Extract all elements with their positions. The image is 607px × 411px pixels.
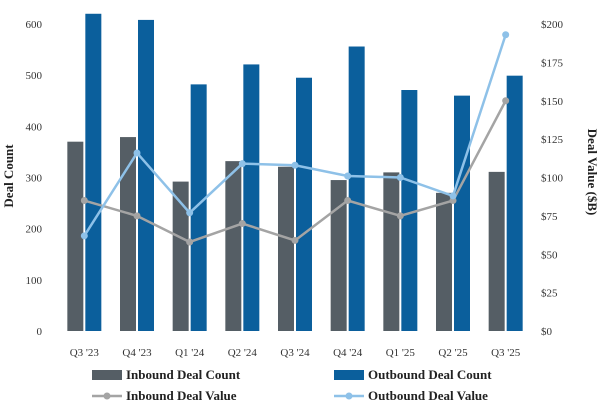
lines-layer <box>80 31 510 246</box>
bar-outbound-deal-count <box>296 77 312 331</box>
bar-inbound-deal-count <box>383 172 400 331</box>
y2-tick-label: $0 <box>541 326 553 338</box>
x-tick-label: Q3 '24 <box>280 347 310 359</box>
y2-tick-label: $100 <box>541 173 564 185</box>
x-tick-label: Q4 '23 <box>122 347 152 359</box>
point-inbound-deal-value <box>344 197 352 205</box>
bar-outbound-deal-count <box>190 84 207 331</box>
legend: Inbound Deal Count Outbound Deal Count Inb… <box>92 367 492 403</box>
x-tick-label: Q2 '25 <box>438 347 468 359</box>
point-inbound-deal-value <box>186 238 194 246</box>
y2-tick-label: $175 <box>541 57 564 69</box>
point-outbound-deal-value <box>396 174 404 181</box>
y2-tick-label: $25 <box>541 288 558 300</box>
bar-outbound-deal-count <box>506 75 523 331</box>
legend-marker-inbound-deal-value <box>103 392 111 400</box>
x-tick-label: Q1 '24 <box>175 347 205 359</box>
y-tick-label: 400 <box>26 121 43 133</box>
bar-outbound-deal-count <box>85 13 102 332</box>
y-tick-label: 200 <box>26 224 43 236</box>
point-inbound-deal-value <box>133 212 141 220</box>
bar-outbound-deal-count <box>243 64 260 332</box>
bar-inbound-deal-count <box>436 192 452 331</box>
bars-layer <box>67 13 523 332</box>
bar-inbound-deal-count <box>67 141 84 331</box>
point-outbound-deal-value <box>291 161 299 169</box>
legend-swatch-inbound-deal-count <box>92 370 122 380</box>
point-inbound-deal-value <box>396 212 404 220</box>
x-tick-label: Q3 '23 <box>70 347 100 359</box>
point-outbound-deal-value <box>80 232 88 240</box>
bar-inbound-deal-count <box>225 161 242 331</box>
y-tick-label: 100 <box>26 275 43 287</box>
legend-label-outbound-deal-count: Outbound Deal Count <box>368 367 492 382</box>
point-outbound-deal-value <box>238 160 246 168</box>
legend-marker-outbound-deal-value <box>345 392 353 400</box>
point-outbound-deal-value <box>502 31 510 39</box>
x-tick-label: Q1 '25 <box>386 347 416 359</box>
legend-label-outbound-deal-value: Outbound Deal Value <box>368 388 488 403</box>
y2-tick-label: $125 <box>541 134 564 146</box>
bar-inbound-deal-count <box>120 137 136 331</box>
bar-outbound-deal-count <box>138 19 154 331</box>
legend-label-inbound-deal-value: Inbound Deal Value <box>126 388 237 403</box>
x-tick-label: Q2 '24 <box>228 347 258 359</box>
point-outbound-deal-value <box>133 149 141 157</box>
y2-axis-title: Deal Value ($B) <box>585 129 600 216</box>
y-tick-label: 0 <box>37 326 43 338</box>
y-tick-label: 500 <box>26 70 43 82</box>
y2-tick-label: $200 <box>541 19 564 31</box>
y-axis-ticks: 0 100 200 300 400 500 600 <box>26 19 43 338</box>
y-tick-label: 600 <box>26 19 43 31</box>
y-axis-title: Deal Count <box>1 144 16 208</box>
point-inbound-deal-value <box>238 220 246 228</box>
x-tick-label: Q4 '24 <box>333 347 363 359</box>
y2-axis-ticks: $0 $25 $50 $75 $100 $125 $150 $175 $200 <box>541 19 564 338</box>
y2-tick-label: $50 <box>541 249 558 261</box>
bar-outbound-deal-count <box>401 90 418 331</box>
point-inbound-deal-value <box>80 197 88 205</box>
bar-inbound-deal-count <box>488 171 505 331</box>
y-tick-label: 300 <box>26 173 43 185</box>
x-axis-ticks: Q3 '23 Q4 '23 Q1 '24 Q2 '24 Q3 '24 Q4 '24 Q1 '… <box>70 347 521 359</box>
point-inbound-deal-value <box>291 236 299 244</box>
legend-label-inbound-deal-count: Inbound Deal Count <box>126 367 241 382</box>
point-outbound-deal-value <box>344 172 352 180</box>
bar-outbound-deal-count <box>454 95 470 331</box>
bar-inbound-deal-count <box>278 166 294 331</box>
y2-tick-label: $150 <box>541 96 564 108</box>
point-outbound-deal-value <box>186 209 194 217</box>
y2-tick-label: $75 <box>541 211 558 223</box>
point-outbound-deal-value <box>449 192 457 200</box>
legend-swatch-outbound-deal-count <box>334 370 364 380</box>
x-tick-label: Q3 '25 <box>491 347 521 359</box>
bar-inbound-deal-count <box>172 181 189 331</box>
point-inbound-deal-value <box>502 97 510 105</box>
bar-outbound-deal-count <box>348 46 365 331</box>
bar-inbound-deal-count <box>330 180 347 331</box>
